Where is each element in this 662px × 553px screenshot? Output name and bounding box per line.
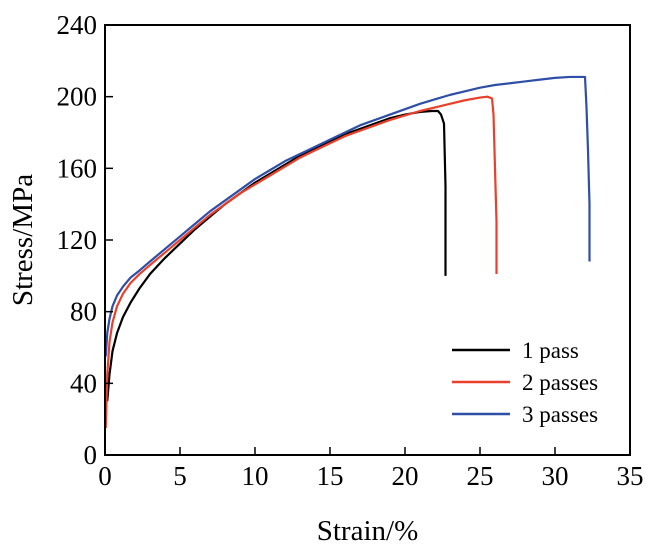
- legend: 1 pass 2 passes 3 passes: [452, 338, 598, 427]
- series-line-1: [106, 109, 447, 402]
- y-tick-label: 0: [84, 440, 98, 470]
- y-tick-label: 160: [57, 153, 98, 183]
- legend-label-1: 1 pass: [522, 338, 579, 363]
- y-tick-label: 200: [57, 82, 98, 112]
- y-tick-label: 120: [57, 225, 98, 255]
- series-layer: [104, 75, 591, 429]
- legend-label-2: 2 passes: [522, 370, 598, 395]
- y-tick-label: 240: [57, 10, 98, 40]
- x-tick-label: 15: [317, 461, 344, 491]
- x-tick-label: 25: [467, 461, 494, 491]
- x-axis-label: Strain/%: [317, 515, 419, 547]
- x-tick-label: 10: [242, 461, 269, 491]
- series-line-3: [104, 75, 591, 357]
- x-tick-label: 0: [98, 461, 112, 491]
- y-tick-label: 40: [70, 368, 97, 398]
- x-tick-label: 5: [173, 461, 187, 491]
- x-tick-label: 20: [392, 461, 419, 491]
- x-tick-label: 30: [542, 461, 569, 491]
- legend-label-3: 3 passes: [522, 402, 598, 427]
- series-line-2: [104, 95, 498, 429]
- y-axis-label: Stress/MPa: [7, 174, 39, 306]
- ticks-layer: 0 5 10 15 20 25 30 35 0 40 80 120 160 200 240: [57, 10, 644, 491]
- y-tick-label: 80: [70, 297, 97, 327]
- x-tick-label: 35: [617, 461, 644, 491]
